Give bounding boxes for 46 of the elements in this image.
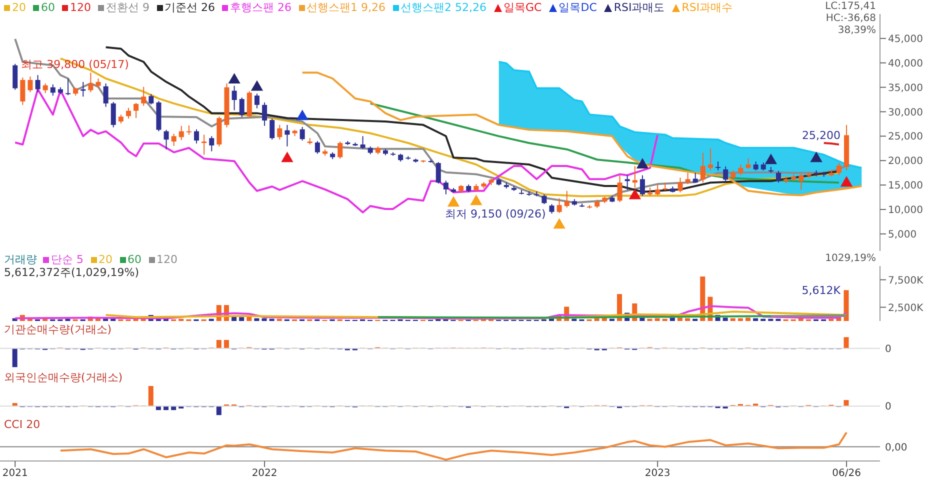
legend-label: 기준선 26 <box>164 1 215 14</box>
legend-label: 60 <box>128 253 142 266</box>
x-tick-label: 06/26 <box>832 468 861 478</box>
y-tick-label: 10,000 <box>888 205 923 216</box>
legend-label: 60 <box>41 1 55 14</box>
text: 1029,19% <box>825 253 876 265</box>
chart-title: 기관순매수량(거래소) <box>4 323 112 336</box>
legend-label: 120 <box>70 1 91 14</box>
x-tick-label: 2023 <box>644 468 670 478</box>
legend-label: RSI과매도 <box>614 1 665 14</box>
text: LC:175,41 <box>825 1 876 13</box>
y-tick-label: 20,000 <box>888 156 923 168</box>
ref-line-label: 0 <box>885 344 892 355</box>
chart-title: CCI 20 <box>4 418 40 431</box>
y-tick-label: 35,000 <box>888 82 923 94</box>
y-tick-label: 7,500K <box>888 275 924 286</box>
ref-line-label: 0,00 <box>885 442 908 454</box>
legend-label: 20 <box>98 253 112 266</box>
legend-label: 선행스팬2 52,26 <box>400 1 486 14</box>
legend-title: 거래량 <box>4 253 37 266</box>
ref-line-label: 0 <box>885 402 892 413</box>
y-tick-label: 15,000 <box>888 180 923 192</box>
legend-label: 선행스팬1 9,26 <box>306 1 386 14</box>
legend-label: 일목DC <box>558 1 597 14</box>
y-tick-label: 25,000 <box>888 132 923 143</box>
legend-label: 단순 5 <box>51 253 84 266</box>
legend-label: 20 <box>12 1 26 14</box>
annotation: HC:-36,68 <box>826 13 876 25</box>
y-tick-label: 45,000 <box>888 34 923 45</box>
annotation: 38,39% <box>838 25 876 37</box>
legend-label: RSI과매수 <box>682 1 733 14</box>
y-tick-label: 30,000 <box>888 107 923 118</box>
x-tick-label: 2022 <box>252 468 278 478</box>
x-tick-label: 2021 <box>2 468 28 478</box>
chart-title: 외국인순매수량(거래소) <box>4 371 123 384</box>
y-tick-label: 2,500K <box>888 302 924 314</box>
y-tick-label: 40,000 <box>888 58 923 70</box>
annotation: 25,200 <box>802 129 841 142</box>
annotation: 최저 9,150 (09/26) <box>444 208 546 221</box>
legend-label: 전환선 9 <box>106 1 150 14</box>
y-tick-label: 5,000 <box>888 229 917 240</box>
annotation: 5,612K <box>802 284 842 298</box>
legend-label: 일목GC <box>504 1 542 14</box>
legend-label: 후행스팬 26 <box>230 1 292 14</box>
chart-subtitle: 5,612,372주(1,029,19%) <box>4 266 140 279</box>
legend-label: 120 <box>156 253 178 266</box>
